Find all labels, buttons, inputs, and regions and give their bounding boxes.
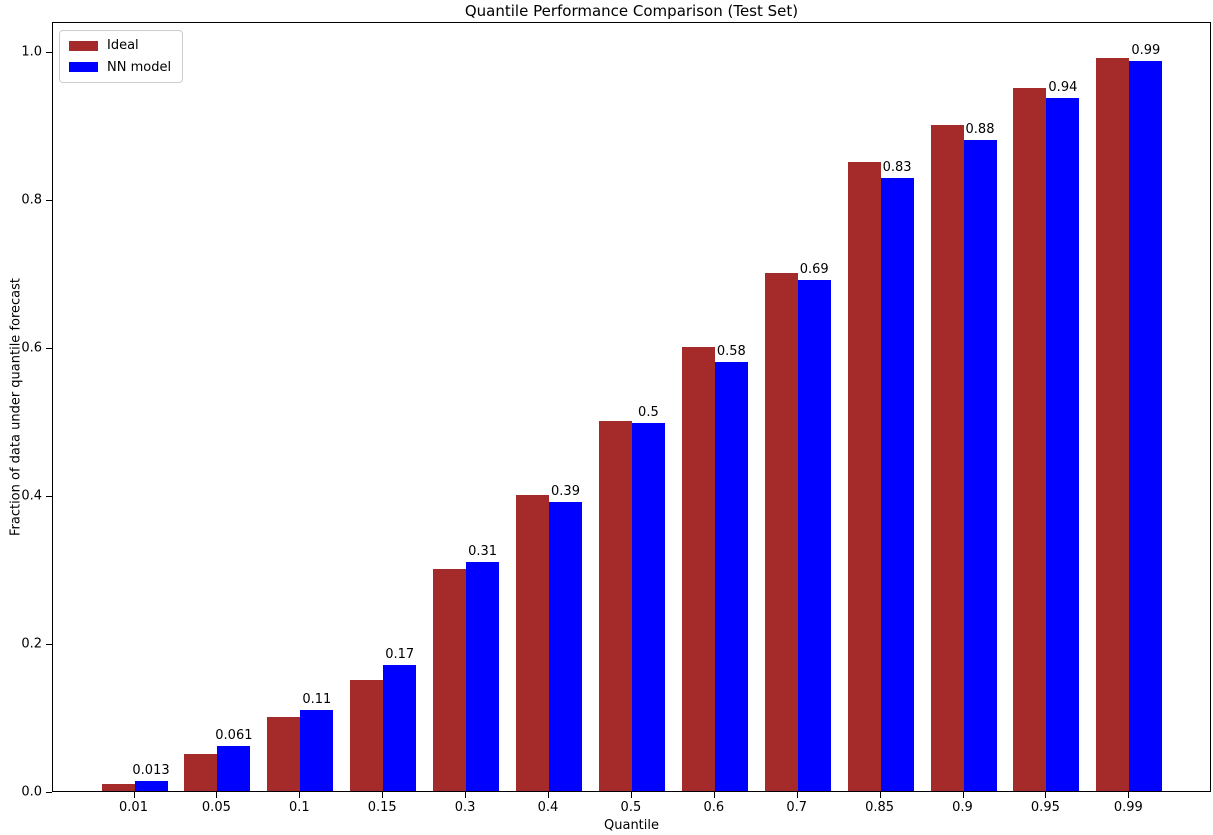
bar-ideal: [433, 569, 467, 791]
x-tick-label: 0.01: [119, 800, 148, 815]
bar-value-label: 0.013: [132, 763, 170, 778]
bar-value-label: 0.83: [882, 160, 912, 175]
bar-nn-model: [714, 362, 748, 791]
bar-ideal: [350, 680, 384, 791]
bar-nn-model: [880, 178, 914, 791]
bar-nn-model: [383, 665, 417, 791]
x-tick-mark: [962, 792, 964, 798]
x-tick-mark: [382, 792, 384, 798]
x-tick-label: 0.9: [952, 800, 973, 815]
bar-nn-model: [300, 710, 334, 791]
bar-value-label: 0.11: [302, 692, 332, 707]
y-tick-label: 0.4: [21, 488, 42, 504]
x-tick-label: 0.1: [288, 800, 310, 815]
bar-ideal: [930, 125, 964, 791]
x-tick-label: 0.99: [1113, 800, 1143, 815]
x-tick-mark: [1128, 792, 1130, 798]
legend-swatch-ideal: [69, 40, 98, 51]
plot-area: Ideal NN model 0.013 0.061 0.11 0.17 0.31 0.3…: [52, 22, 1211, 792]
x-axis-label: Quantile: [604, 818, 659, 833]
bar-nn-model: [466, 562, 500, 791]
x-tick-mark: [879, 792, 881, 798]
bar-ideal: [267, 717, 301, 791]
bar-ideal: [847, 162, 881, 791]
bar-value-label: 0.94: [1048, 80, 1078, 95]
y-tick-mark: [46, 644, 52, 645]
y-tick-label: 1.0: [21, 44, 42, 60]
x-tick-mark: [548, 792, 549, 798]
x-tick-mark: [713, 792, 715, 798]
bar-ideal: [1013, 88, 1047, 791]
bar-nn-model: [1046, 98, 1080, 791]
bar-ideal: [101, 784, 135, 791]
legend-item-nn-model: NN model: [69, 60, 171, 76]
x-tick-label: 0.5: [620, 800, 642, 815]
x-tick-mark: [216, 792, 218, 798]
x-tick-label: 0.95: [1030, 800, 1060, 815]
x-tick-mark: [1045, 792, 1047, 798]
bar-value-label: 0.69: [799, 262, 829, 277]
y-tick-label: 0.6: [21, 340, 42, 356]
x-tick-mark: [133, 792, 135, 798]
legend-item-ideal: Ideal: [69, 38, 171, 54]
bar-ideal: [1096, 58, 1130, 791]
x-tick-label: 0.15: [367, 800, 397, 815]
bar-value-label: 0.17: [385, 647, 415, 662]
x-tick-mark: [465, 792, 467, 798]
x-tick-label: 0.4: [537, 800, 559, 815]
legend-swatch-nn-model: [69, 62, 98, 73]
x-tick-label: 0.05: [201, 800, 231, 815]
legend: Ideal NN model: [59, 30, 184, 84]
bar-nn-model: [134, 781, 168, 791]
y-tick-mark: [46, 348, 52, 349]
y-tick-label: 0.8: [21, 192, 42, 208]
bar-ideal: [764, 273, 798, 791]
y-tick-label: 0.0: [21, 784, 42, 800]
y-tick-mark: [46, 200, 52, 201]
x-tick-label: 0.85: [865, 800, 895, 815]
x-tick-mark: [796, 792, 798, 798]
bar-value-label: 0.5: [638, 405, 659, 420]
bar-value-label: 0.99: [1131, 43, 1161, 58]
bar-nn-model: [631, 423, 665, 791]
bar-ideal: [598, 421, 632, 791]
y-tick-mark: [46, 52, 52, 53]
bar-value-label: 0.061: [215, 728, 253, 743]
bar-value-label: 0.31: [468, 544, 498, 559]
legend-label-ideal: Ideal: [107, 38, 139, 53]
x-tick-label: 0.3: [454, 800, 476, 815]
bar-value-label: 0.39: [551, 484, 580, 499]
y-tick-mark: [46, 496, 52, 497]
legend-label-nn-model: NN model: [107, 59, 172, 75]
bar-nn-model: [217, 746, 251, 791]
bar-nn-model: [549, 502, 582, 791]
bar-ideal: [681, 347, 715, 791]
x-tick-label: 0.6: [703, 800, 725, 815]
bar-nn-model: [963, 140, 997, 791]
x-tick-mark: [630, 792, 632, 798]
y-tick-mark: [46, 792, 52, 793]
bar-ideal: [516, 495, 549, 791]
bar-nn-model: [797, 280, 831, 791]
x-tick-label: 0.7: [786, 800, 808, 815]
bar-nn-model: [1129, 61, 1163, 791]
bar-value-label: 0.88: [965, 122, 995, 137]
chart-title: Quantile Performance Comparison (Test Se…: [464, 2, 799, 20]
bar-ideal: [184, 754, 218, 791]
bar-value-label: 0.58: [716, 344, 746, 359]
x-tick-mark: [299, 792, 301, 798]
y-tick-label: 0.2: [21, 636, 42, 652]
